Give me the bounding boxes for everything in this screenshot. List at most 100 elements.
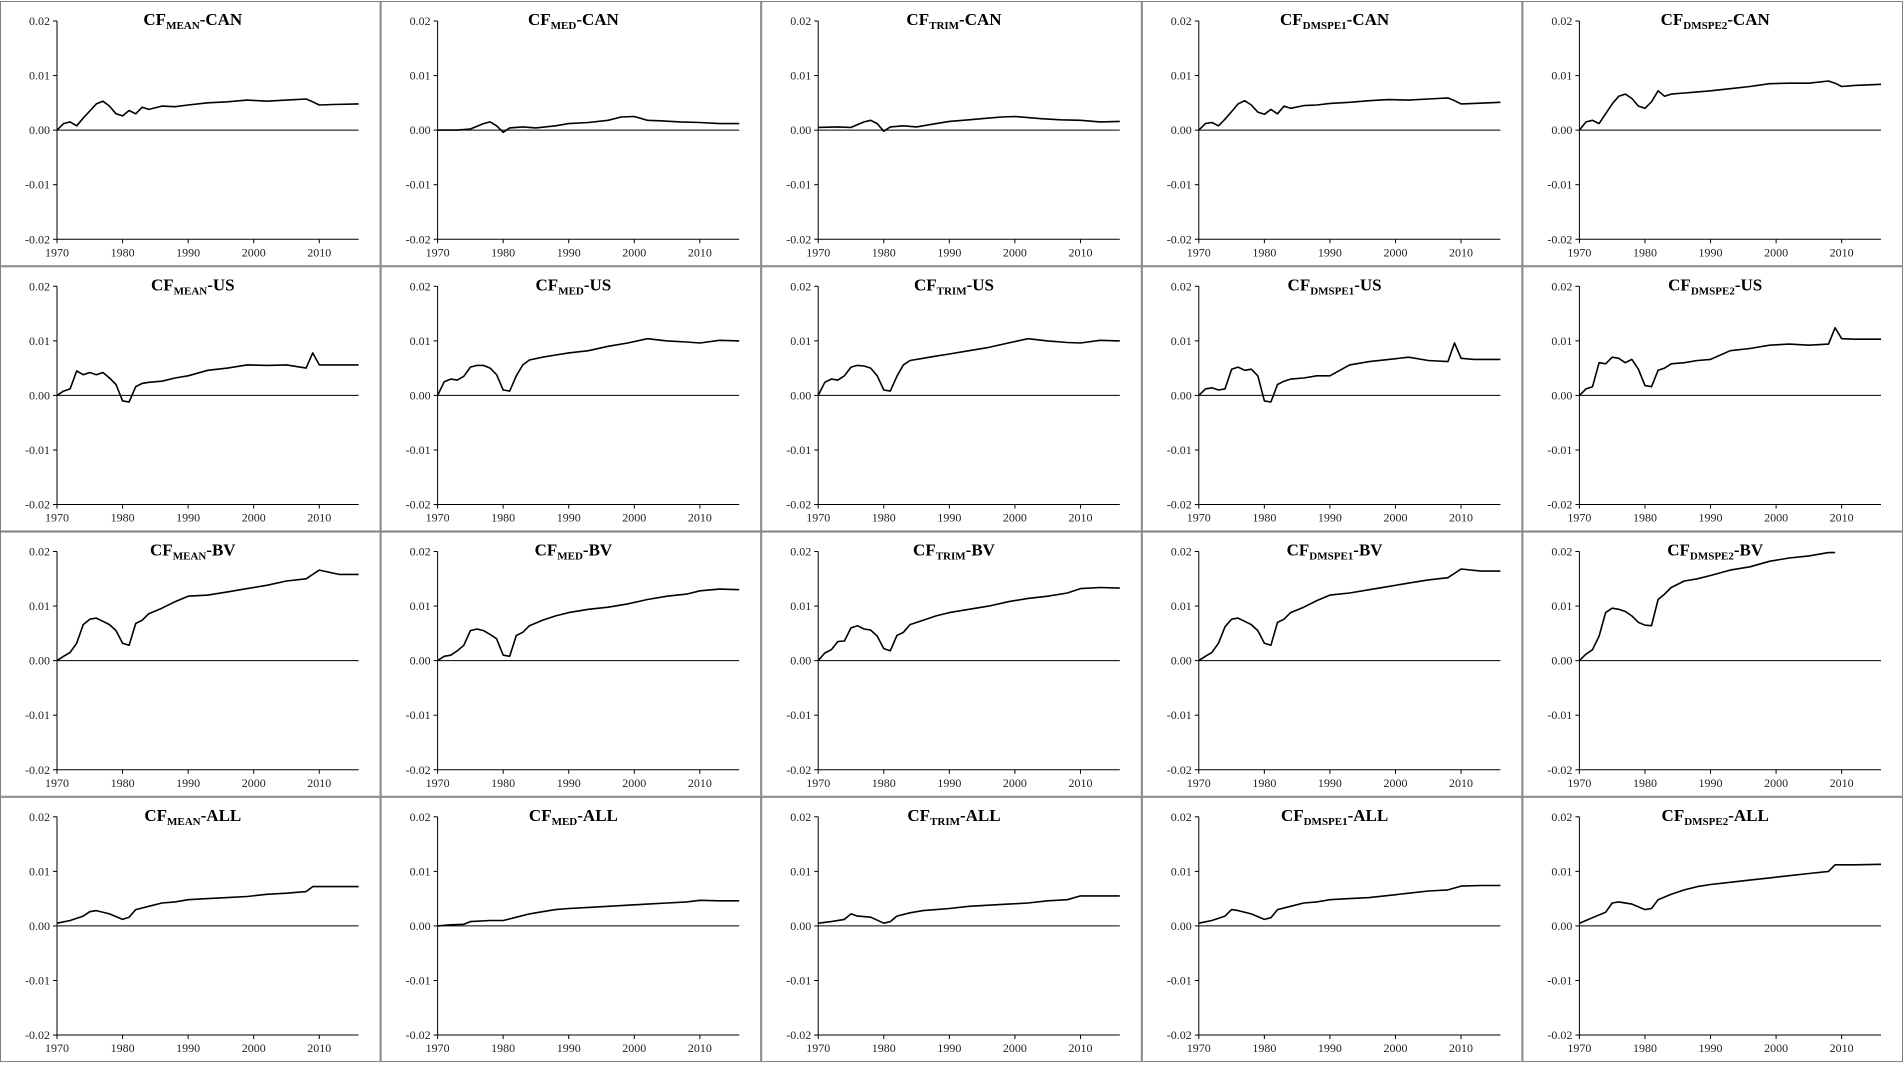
chart-title-subscript: DMSPE1 — [1304, 816, 1348, 828]
series-line — [56, 98, 359, 131]
y-tick-label: 0.00 — [1551, 123, 1572, 137]
x-tick-label: 2010 — [1449, 245, 1473, 259]
chart-title-subscript: MEAN — [173, 551, 207, 563]
chart-title-main: CF — [913, 541, 936, 560]
x-tick-label: 1980 — [491, 776, 515, 790]
y-tick-label: 0.02 — [410, 810, 431, 824]
chart-title-subscript: MED — [558, 285, 584, 297]
y-tick-label: 0.02 — [1171, 545, 1192, 559]
x-tick-label: 1970 — [1187, 1041, 1211, 1055]
panel-frame — [761, 266, 1142, 532]
y-tick-label: 0.00 — [1171, 123, 1192, 137]
x-tick-label: 2010 — [1068, 245, 1092, 259]
x-tick-label: 2000 — [622, 245, 646, 259]
x-tick-label: 1990 — [176, 511, 200, 525]
x-tick-label: 1970 — [1187, 776, 1211, 790]
chart-title-main: CF — [151, 275, 174, 294]
chart-panel-13: -0.02 -0.01 0.00 0.01 0.02 1970 1980 1990 2000 20… — [761, 531, 1142, 797]
y-tick-label: 0.01 — [790, 69, 811, 83]
x-tick-label: 1990 — [1699, 245, 1723, 259]
x-tick-label: 1990 — [557, 245, 581, 259]
chart-panel-11: -0.02 -0.01 0.00 0.01 0.02 1970 1980 1990 2000 20… — [0, 531, 381, 797]
panel-frame — [1141, 796, 1523, 1063]
chart-title: CFMED-BV — [535, 541, 613, 563]
series-line — [1578, 80, 1882, 131]
x-tick-label: 1970 — [806, 1041, 830, 1055]
chart-title-main: CF — [914, 275, 937, 294]
chart-title-subscript: MED — [557, 551, 583, 563]
x-tick-label: 2000 — [1003, 1041, 1027, 1055]
series-line — [56, 569, 359, 662]
panel-frame — [0, 266, 381, 532]
x-tick-label: 2010 — [307, 1041, 331, 1055]
chart-title-subscript: TRIM — [929, 20, 960, 32]
x-tick-label: 2000 — [622, 1041, 646, 1055]
x-tick-label: 1980 — [872, 511, 896, 525]
chart-title-main: CF — [529, 806, 552, 825]
chart-title: CFMEAN-US — [151, 275, 235, 297]
chart-title-suffix: -ALL — [201, 806, 242, 825]
y-tick-label: 0.00 — [1171, 919, 1192, 933]
chart-panel-15: -0.02 -0.01 0.00 0.01 0.02 1970 1980 1990 2000 20… — [1522, 531, 1903, 797]
series-line — [1579, 863, 1882, 924]
chart-title: CFMED-CAN — [528, 10, 620, 32]
y-tick-label: 0.00 — [410, 123, 431, 137]
chart-title: CFDMSPE1-CAN — [1280, 10, 1390, 32]
y-tick-label: 0.01 — [29, 599, 50, 613]
y-tick-label: -0.02 — [25, 232, 50, 246]
x-tick-label: 2000 — [1764, 511, 1788, 525]
x-tick-label: 1990 — [1318, 511, 1342, 525]
chart-title-subscript: DMSPE1 — [1310, 285, 1354, 297]
chart-panel-20: -0.02 -0.01 0.00 0.01 0.02 1970 1980 1990 2000 20… — [1522, 796, 1903, 1063]
y-tick-label: 0.01 — [790, 599, 811, 613]
y-tick-label: -0.01 — [1167, 973, 1192, 987]
chart-title-subscript: MED — [551, 20, 577, 32]
chart-panel-2: -0.02 -0.01 0.00 0.01 0.02 1970 1980 1990 2000 20… — [380, 1, 762, 267]
x-tick-label: 2000 — [242, 1041, 266, 1055]
chart-title-main: CF — [143, 10, 166, 29]
chart-panel-19: -0.02 -0.01 0.00 0.01 0.02 1970 1980 1990 2000 20… — [1141, 796, 1523, 1063]
series-line — [436, 337, 740, 396]
y-tick-label: 0.02 — [1551, 279, 1572, 293]
chart-title-suffix: -ALL — [960, 806, 1001, 825]
x-tick-label: 1980 — [1633, 776, 1657, 790]
series-line — [818, 895, 1120, 924]
y-tick-label: -0.02 — [1547, 763, 1572, 777]
x-tick-label: 2000 — [1003, 245, 1027, 259]
y-tick-label: -0.01 — [786, 708, 811, 722]
x-tick-label: 2000 — [622, 511, 646, 525]
y-tick-label: -0.01 — [1547, 443, 1572, 457]
x-tick-label: 1990 — [1699, 1041, 1723, 1055]
y-tick-label: -0.02 — [406, 1028, 431, 1042]
y-tick-label: -0.02 — [1167, 498, 1192, 512]
panel-frame — [1141, 1, 1523, 267]
panel-frame — [0, 1, 381, 267]
x-tick-label: 1990 — [1699, 776, 1723, 790]
chart-title-subscript: MEAN — [166, 20, 200, 32]
x-tick-label: 1970 — [45, 245, 69, 259]
y-tick-label: 0.00 — [1551, 654, 1572, 668]
y-tick-label: 0.01 — [29, 69, 50, 83]
x-tick-label: 2000 — [242, 245, 266, 259]
series-line — [1198, 568, 1501, 662]
chart-title-main: CF — [1661, 10, 1684, 29]
chart-title-subscript: TRIM — [937, 285, 968, 297]
chart-title-main: CF — [907, 806, 930, 825]
chart-title-suffix: -BV — [966, 541, 996, 560]
x-tick-label: 2010 — [688, 245, 712, 259]
chart-title-main: CF — [1667, 541, 1690, 560]
panel-frame — [380, 531, 762, 797]
y-tick-label: 0.00 — [29, 388, 50, 402]
y-tick-label: 0.00 — [790, 654, 811, 668]
x-tick-label: 1980 — [872, 1041, 896, 1055]
chart-title-main: CF — [150, 541, 173, 560]
y-tick-label: 0.01 — [1551, 864, 1572, 878]
x-tick-label: 1980 — [111, 245, 135, 259]
y-tick-label: 0.02 — [790, 545, 811, 559]
y-tick-label: -0.01 — [1167, 708, 1192, 722]
chart-title-main: CF — [528, 10, 551, 29]
y-tick-label: 0.00 — [1551, 388, 1572, 402]
chart-panel-16: -0.02 -0.01 0.00 0.01 0.02 1970 1980 1990 2000 20… — [0, 796, 381, 1063]
panel-frame — [761, 796, 1142, 1063]
x-tick-label: 2010 — [688, 1041, 712, 1055]
